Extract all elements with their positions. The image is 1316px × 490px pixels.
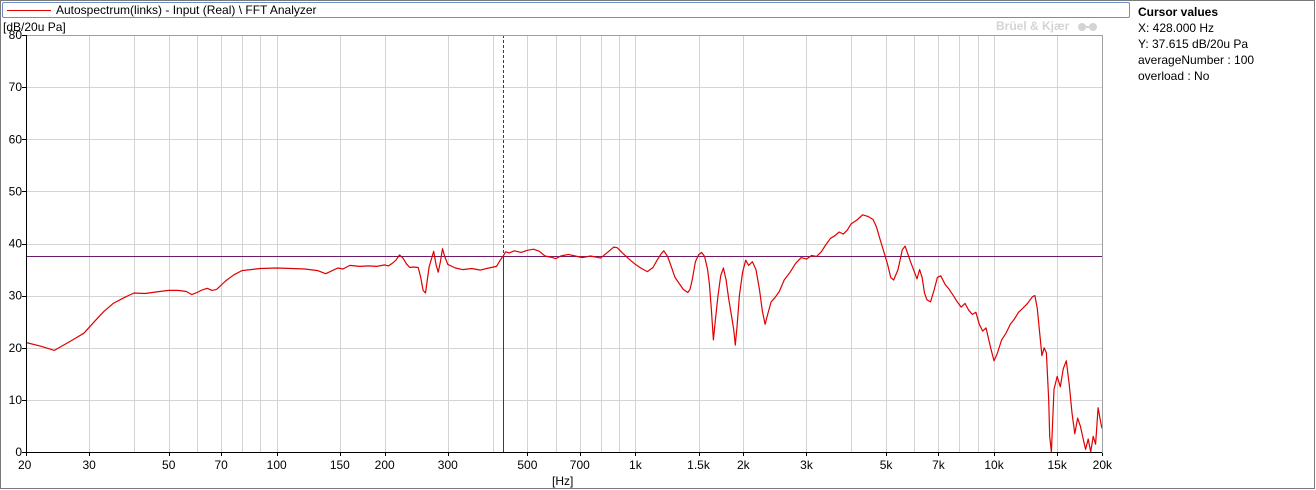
y-tick-label: 80 [9, 28, 23, 42]
y-axis-unit-label: [dB/20u Pa] [3, 20, 66, 34]
tick-label-layer: 0 10 20 30 40 50 60 70 80 20 30 50 70 100 150 200 300 500… [9, 28, 1113, 472]
x-tick-label: 10k [984, 458, 1004, 472]
legend-label: Autospectrum(links) - Input (Real) \ FFT… [56, 3, 317, 17]
brand-logo-icon [1078, 23, 1097, 31]
cursor-average-number: averageNumber : 100 [1138, 53, 1255, 67]
y-tick-label: 50 [9, 184, 23, 198]
x-tick-label: 300 [438, 458, 458, 472]
x-tick-label: 150 [330, 458, 350, 472]
legend-bar[interactable]: Autospectrum(links) - Input (Real) \ FFT… [2, 2, 1130, 18]
x-tick-label: 200 [375, 458, 395, 472]
x-tick-label: 50 [162, 458, 176, 472]
trace-layer [25, 214, 1103, 453]
x-tick-label: 1k [629, 458, 643, 472]
x-tick-label: 7k [932, 458, 946, 472]
cursor-values-title: Cursor values [1138, 5, 1219, 19]
spectrum-series-line [25, 214, 1103, 453]
y-tick-label: 20 [9, 341, 23, 355]
y-tick-label: 70 [9, 80, 23, 94]
x-tick-label: 100 [267, 458, 287, 472]
cursor-overload: overload : No [1138, 69, 1210, 83]
legend-swatch [7, 10, 51, 11]
x-tick-label: 20 [18, 458, 32, 472]
x-tick-label: 3k [800, 458, 814, 472]
cursor-x-value: X: 428.000 Hz [1138, 21, 1215, 35]
x-tick-label: 1.5k [687, 458, 711, 472]
x-axis-unit-label: [Hz] [552, 474, 574, 488]
y-tick-label: 60 [9, 132, 23, 146]
x-tick-label: 700 [570, 458, 590, 472]
brand-logo-text: Brüel & Kjær [996, 19, 1070, 33]
x-tick-label: 500 [517, 458, 537, 472]
cursor-values-panel: Cursor values X: 428.000 Hz Y: 37.615 dB… [1138, 4, 1254, 84]
x-tick-label: 15k [1048, 458, 1068, 472]
x-tick-label: 30 [82, 458, 96, 472]
x-tick-label: 70 [214, 458, 228, 472]
y-tick-label: 0 [15, 445, 22, 459]
cursor-y-value: Y: 37.615 dB/20u Pa [1138, 37, 1249, 51]
axis-layer [22, 35, 1103, 456]
y-tick-label: 40 [9, 237, 23, 251]
x-tick-label: 20k [1093, 458, 1113, 472]
y-tick-label: 10 [9, 393, 23, 407]
grid-layer [26, 35, 1103, 453]
x-tick-label: 5k [880, 458, 894, 472]
cursor-layer [26, 35, 1102, 452]
x-tick-label: 2k [737, 458, 751, 472]
y-tick-label: 30 [9, 289, 23, 303]
